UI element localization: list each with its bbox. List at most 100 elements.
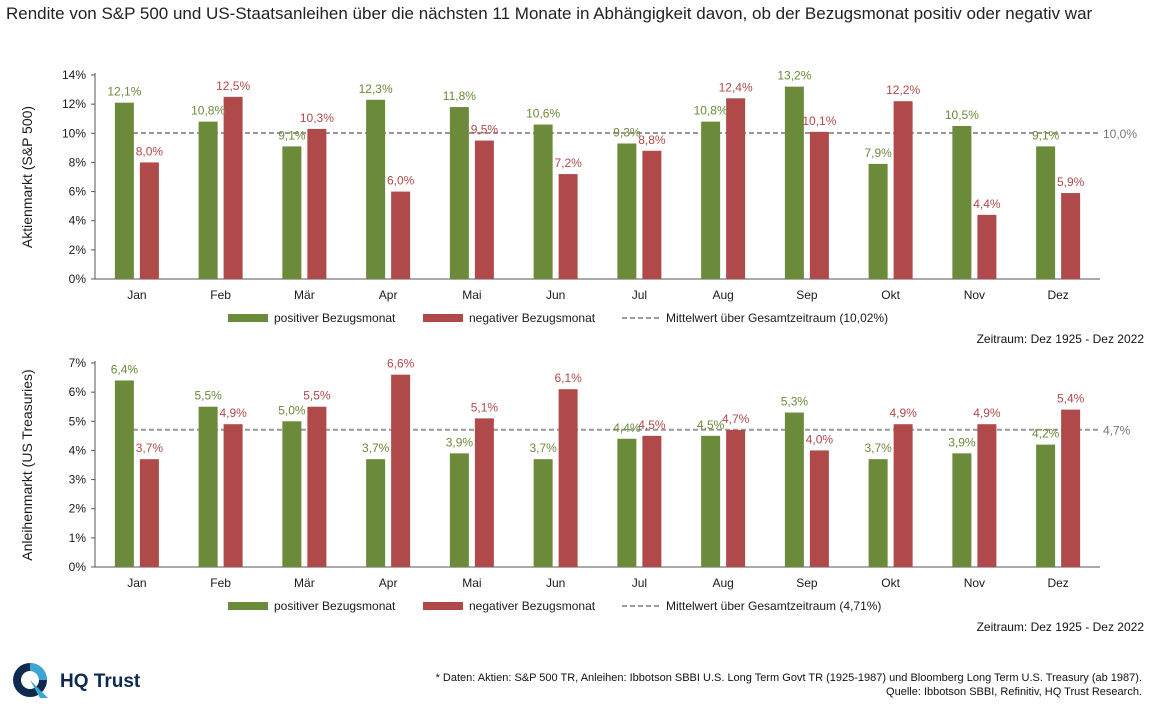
bond-market-chart: Anleihenmarkt (US Treasuries) 0% 1% 2% 3% 4% 5…: [19, 356, 1131, 613]
logo-text: HQ Trust: [60, 671, 141, 692]
bond-x-tick-label: Nov: [964, 576, 985, 590]
stock-data-label-negative: 8,0%: [136, 144, 164, 158]
bond-bar-negative: [307, 406, 327, 567]
stock-bar-negative: [893, 101, 913, 279]
bond-bar-positive: [533, 459, 553, 567]
stock-bar-positive: [366, 99, 386, 279]
stock-x-tick-label: Nov: [964, 288, 985, 302]
bond-bar-positive: [701, 435, 721, 567]
bond-data-label-negative: 4,0%: [806, 432, 834, 446]
bond-y-tick-label: 4%: [69, 443, 87, 457]
stock-x-tick-label: Mai: [462, 288, 481, 302]
stock-data-label-positive: 13,2%: [777, 69, 811, 83]
stock-bar-positive: [449, 107, 469, 279]
stock-x-tick-label: Jun: [546, 288, 565, 302]
bond-bar-negative: [977, 424, 997, 567]
chart-title: Rendite von S&P 500 und US-Staatsanleihe…: [6, 4, 1093, 23]
stock-data-label-negative: 5,9%: [1057, 175, 1085, 189]
bond-data-label-negative: 5,1%: [471, 400, 499, 414]
stock-y-tick-label: 14%: [62, 68, 86, 82]
stock-legend-swatch-positive: [228, 314, 268, 322]
stock-x-tick-label: Sep: [796, 288, 818, 302]
stock-bar-negative: [139, 162, 159, 279]
bond-data-label-positive: 5,0%: [278, 403, 306, 417]
stock-x-tick-label: Apr: [379, 288, 398, 302]
stock-legend-swatch-negative: [423, 314, 463, 322]
bond-x-tick-label: Apr: [379, 576, 398, 590]
stock-bar-positive: [952, 126, 972, 279]
bond-data-label-positive: 4,5%: [697, 418, 725, 432]
stock-x-tick-label: Feb: [210, 288, 231, 302]
stock-x-tick-label: Okt: [881, 288, 900, 302]
bond-data-label-positive: 3,7%: [864, 441, 892, 455]
stock-x-tick-label: Mär: [294, 288, 315, 302]
bond-y-tick-label: 1%: [69, 531, 87, 545]
stock-data-label-negative: 10,3%: [300, 111, 334, 125]
bond-bar-positive: [1036, 444, 1056, 567]
bond-bar-negative: [726, 430, 746, 567]
stock-data-label-positive: 10,5%: [945, 108, 979, 122]
bond-y-tick-label: 0%: [69, 560, 87, 574]
bond-bar-positive: [114, 380, 134, 567]
stock-data-label-negative: 6,0%: [387, 174, 415, 188]
bond-data-label-negative: 6,6%: [387, 357, 415, 371]
bond-y-tick-label: 7%: [69, 356, 87, 370]
bond-data-label-negative: 5,5%: [303, 389, 331, 403]
bond-data-label-negative: 4,7%: [722, 412, 750, 426]
bond-bar-negative: [391, 374, 411, 567]
bond-data-label-negative: 4,9%: [219, 406, 247, 420]
bond-data-label-negative: 4,5%: [638, 418, 666, 432]
bond-data-label-positive: 3,7%: [362, 441, 390, 455]
bond-bar-negative: [893, 424, 913, 567]
stock-bar-negative: [642, 150, 662, 279]
stock-data-label-negative: 10,1%: [802, 114, 836, 128]
stock-y-tick-label: 2%: [69, 243, 87, 257]
bond-x-tick-label: Dez: [1047, 576, 1068, 590]
bond-x-tick-label: Sep: [796, 576, 818, 590]
bond-legend-label-mean: Mittelwert über Gesamtzeitraum (4,71%): [666, 599, 881, 613]
stock-data-label-positive: 9,3%: [613, 125, 641, 139]
stock-data-label-positive: 11,8%: [443, 89, 476, 103]
bond-bar-positive: [282, 421, 302, 567]
bond-data-label-positive: 3,7%: [529, 441, 557, 455]
bond-y-axis-label: Anleihenmarkt (US Treasuries): [19, 369, 35, 560]
bond-bar-positive: [784, 412, 804, 567]
stock-data-label-negative: 12,5%: [216, 79, 250, 93]
stock-data-label-positive: 10,8%: [694, 104, 728, 118]
stock-market-chart: Aktienmarkt (S&P 500) 0% 2% 4% 6% 8% 10% 12% 14%…: [19, 68, 1137, 325]
bond-data-label-positive: 5,3%: [781, 395, 809, 409]
bond-bar-positive: [366, 459, 386, 567]
bond-bar-positive: [868, 459, 888, 567]
bond-bar-negative: [474, 418, 494, 567]
stock-y-tick-label: 10%: [62, 126, 86, 140]
bond-x-tick-label: Okt: [881, 576, 900, 590]
bond-y-tick-label: 6%: [69, 385, 87, 399]
stock-mean-label: 10,0%: [1103, 127, 1137, 141]
stock-legend-label-mean: Mittelwert über Gesamtzeitraum (10,02%): [666, 311, 888, 325]
footer-data-note: * Daten: Aktien: S&P 500 TR, Anleihen: I…: [435, 672, 1142, 684]
company-logo: HQ Trust: [10, 660, 170, 700]
bond-y-tick-label: 2%: [69, 502, 87, 516]
bond-bar-negative: [139, 459, 159, 567]
bond-mean-label: 4,7%: [1103, 424, 1131, 438]
stock-data-label-negative: 9,5%: [471, 123, 499, 137]
stock-bar-negative: [1061, 193, 1081, 279]
bond-data-label-positive: 3,9%: [948, 435, 976, 449]
bond-bar-positive: [952, 453, 972, 567]
bond-y-tick-label: 3%: [69, 473, 87, 487]
bond-data-label-positive: 4,4%: [613, 421, 641, 435]
bond-data-label-positive: 6,4%: [111, 362, 139, 376]
stock-bar-positive: [282, 146, 302, 279]
bond-data-label-negative: 6,1%: [554, 371, 582, 385]
period-note-bottom: Zeitraum: Dez 1925 - Dez 2022: [976, 620, 1144, 634]
stock-bar-positive: [533, 124, 553, 280]
bond-data-label-negative: 3,7%: [136, 441, 164, 455]
bond-bar-negative: [809, 450, 829, 567]
bond-legend-label-negative: negativer Bezugsmonat: [469, 599, 596, 613]
stock-x-tick-label: Jul: [632, 288, 647, 302]
bond-bar-positive: [617, 438, 637, 567]
stock-bar-negative: [977, 214, 997, 279]
stock-data-label-positive: 12,1%: [107, 85, 141, 99]
period-note-top: Zeitraum: Dez 1925 - Dez 2022: [976, 332, 1144, 346]
stock-x-tick-label: Jan: [127, 288, 146, 302]
